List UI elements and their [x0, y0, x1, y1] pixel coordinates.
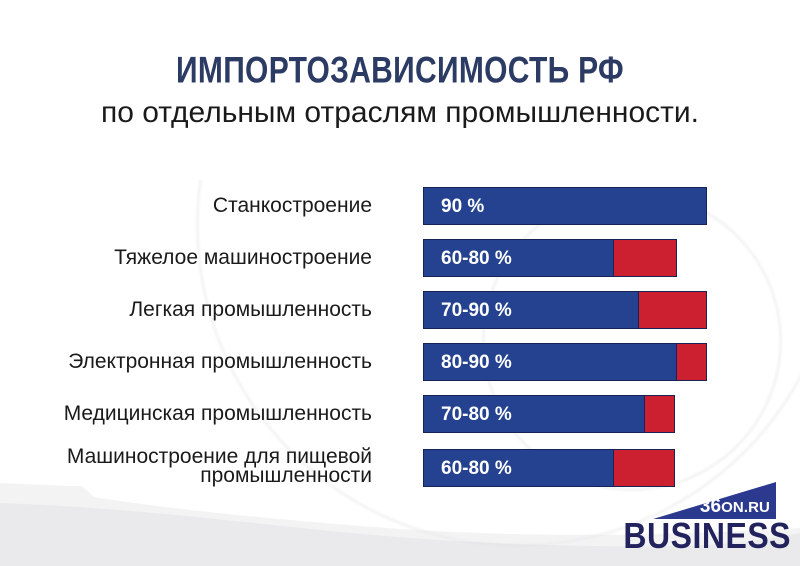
svg-text:BUSINESS: BUSINESS: [623, 516, 791, 556]
svg-text:36ON.RU: 36ON.RU: [700, 496, 770, 517]
